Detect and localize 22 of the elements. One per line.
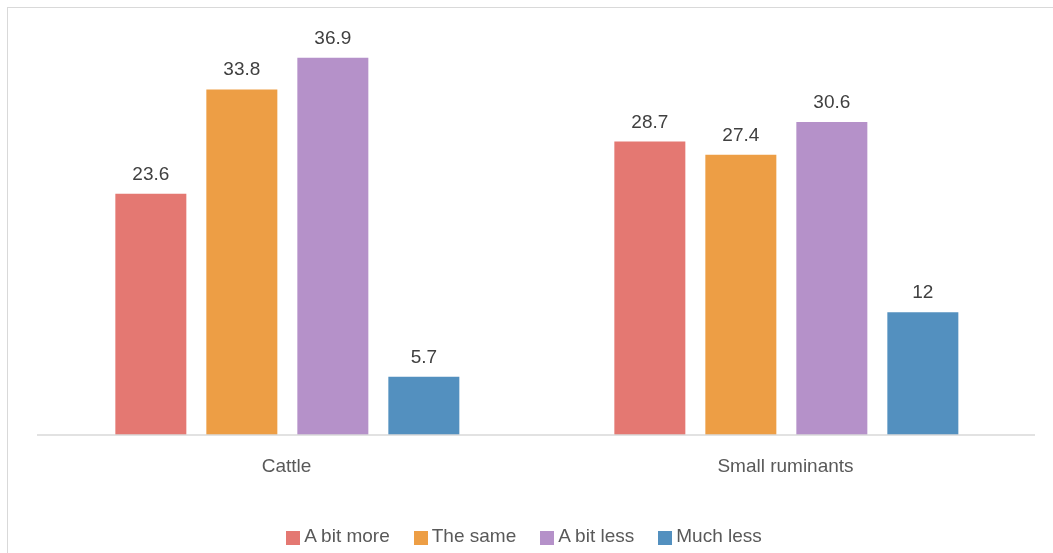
legend-label: The same — [431, 525, 517, 546]
bar — [796, 122, 868, 435]
bar — [887, 312, 959, 435]
data-label: 23.6 — [132, 162, 170, 184]
data-label: 12 — [912, 281, 934, 303]
bar — [614, 141, 686, 435]
legend-label: A bit less — [558, 525, 635, 546]
bar — [297, 57, 369, 435]
x-tick-label: Cattle — [261, 455, 312, 477]
data-label: 28.7 — [631, 110, 669, 132]
x-tick-label: Small ruminants — [717, 455, 854, 477]
data-label: 36.9 — [314, 26, 352, 48]
bar — [388, 376, 460, 435]
bar — [115, 193, 187, 435]
legend-label: Much less — [676, 525, 762, 546]
data-label: 33.8 — [223, 58, 261, 80]
data-label: 27.4 — [722, 123, 760, 145]
legend-label: A bit more — [304, 525, 390, 546]
data-label: 30.6 — [813, 91, 851, 113]
data-label: 5.7 — [410, 345, 438, 367]
bar — [705, 154, 777, 435]
bar — [206, 89, 278, 435]
